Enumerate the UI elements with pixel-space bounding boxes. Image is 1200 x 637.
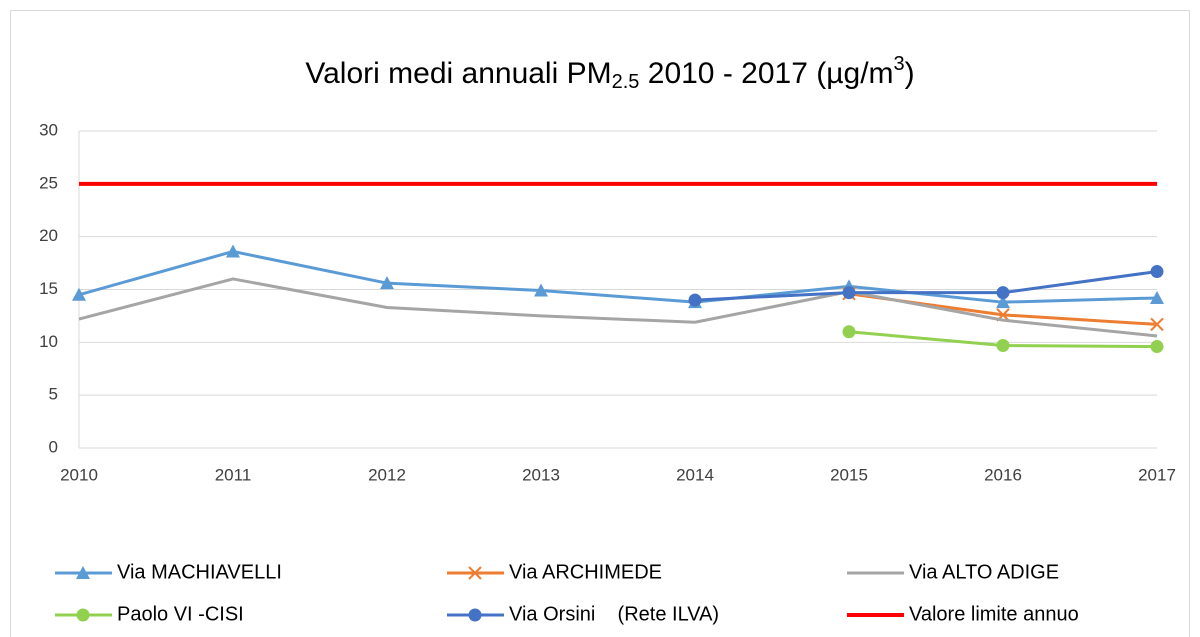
- data-point: [380, 276, 394, 290]
- title-part: Valori medi annuali PM: [305, 57, 611, 90]
- x-tick-label: 2011: [215, 465, 252, 484]
- legend-marker: [468, 566, 482, 580]
- data-point: [688, 293, 702, 307]
- data-point: [534, 283, 548, 297]
- x-tick-label: 2017: [1138, 465, 1176, 484]
- series-line: [78, 249, 1158, 304]
- data-point: [842, 286, 856, 300]
- x-tick-label: 2010: [60, 465, 98, 484]
- legend-marker: [76, 566, 90, 579]
- x-tick-label: 2015: [830, 465, 868, 484]
- legend-label: Via ALTO ADIGE: [909, 561, 1059, 583]
- legend-label: Paolo VI -CISI: [117, 603, 244, 625]
- series-line: [694, 270, 1158, 302]
- data-point: [1150, 265, 1164, 279]
- y-tick-label: 15: [39, 279, 58, 298]
- legend-label: Via ARCHIMEDE: [509, 561, 662, 583]
- data-point: [72, 287, 86, 301]
- title-part: 2010 - 2017 (µg/m: [639, 57, 893, 90]
- y-tick-label: 5: [49, 385, 58, 404]
- data-point: [996, 286, 1010, 300]
- data-point: [1150, 290, 1164, 304]
- y-tick-label: 20: [39, 226, 58, 245]
- chart-frame: [10, 10, 1190, 637]
- title-superscript: 3: [894, 53, 905, 75]
- y-tick-label: 25: [39, 173, 58, 192]
- data-point: [226, 244, 240, 258]
- data-point: [842, 325, 856, 339]
- y-tick-label: 10: [39, 332, 58, 351]
- title-part: ): [905, 57, 915, 90]
- x-tick-label: 2013: [522, 465, 560, 484]
- chart-title: Valori medi annuali PM2.5 2010 - 2017 (µ…: [305, 53, 914, 93]
- x-tick-label: 2012: [368, 465, 406, 484]
- data-point: [1150, 317, 1164, 332]
- data-point: [996, 339, 1010, 353]
- legend-marker: [468, 608, 482, 622]
- data-point: [1150, 340, 1164, 354]
- title-subscript: 2.5: [612, 71, 640, 93]
- legend-label: Via MACHIAVELLI: [117, 561, 282, 583]
- y-tick-label: 0: [49, 437, 58, 456]
- data-point: [996, 295, 1010, 309]
- series-line: [78, 277, 1158, 338]
- legend-marker: [76, 608, 90, 622]
- legend-label: Via Orsini (Rete ILVA): [509, 603, 719, 625]
- x-tick-label: 2016: [984, 465, 1022, 484]
- y-tick-label: 30: [39, 120, 58, 139]
- x-tick-label: 2014: [676, 465, 714, 484]
- legend-label: Valore limite annuo: [909, 603, 1079, 625]
